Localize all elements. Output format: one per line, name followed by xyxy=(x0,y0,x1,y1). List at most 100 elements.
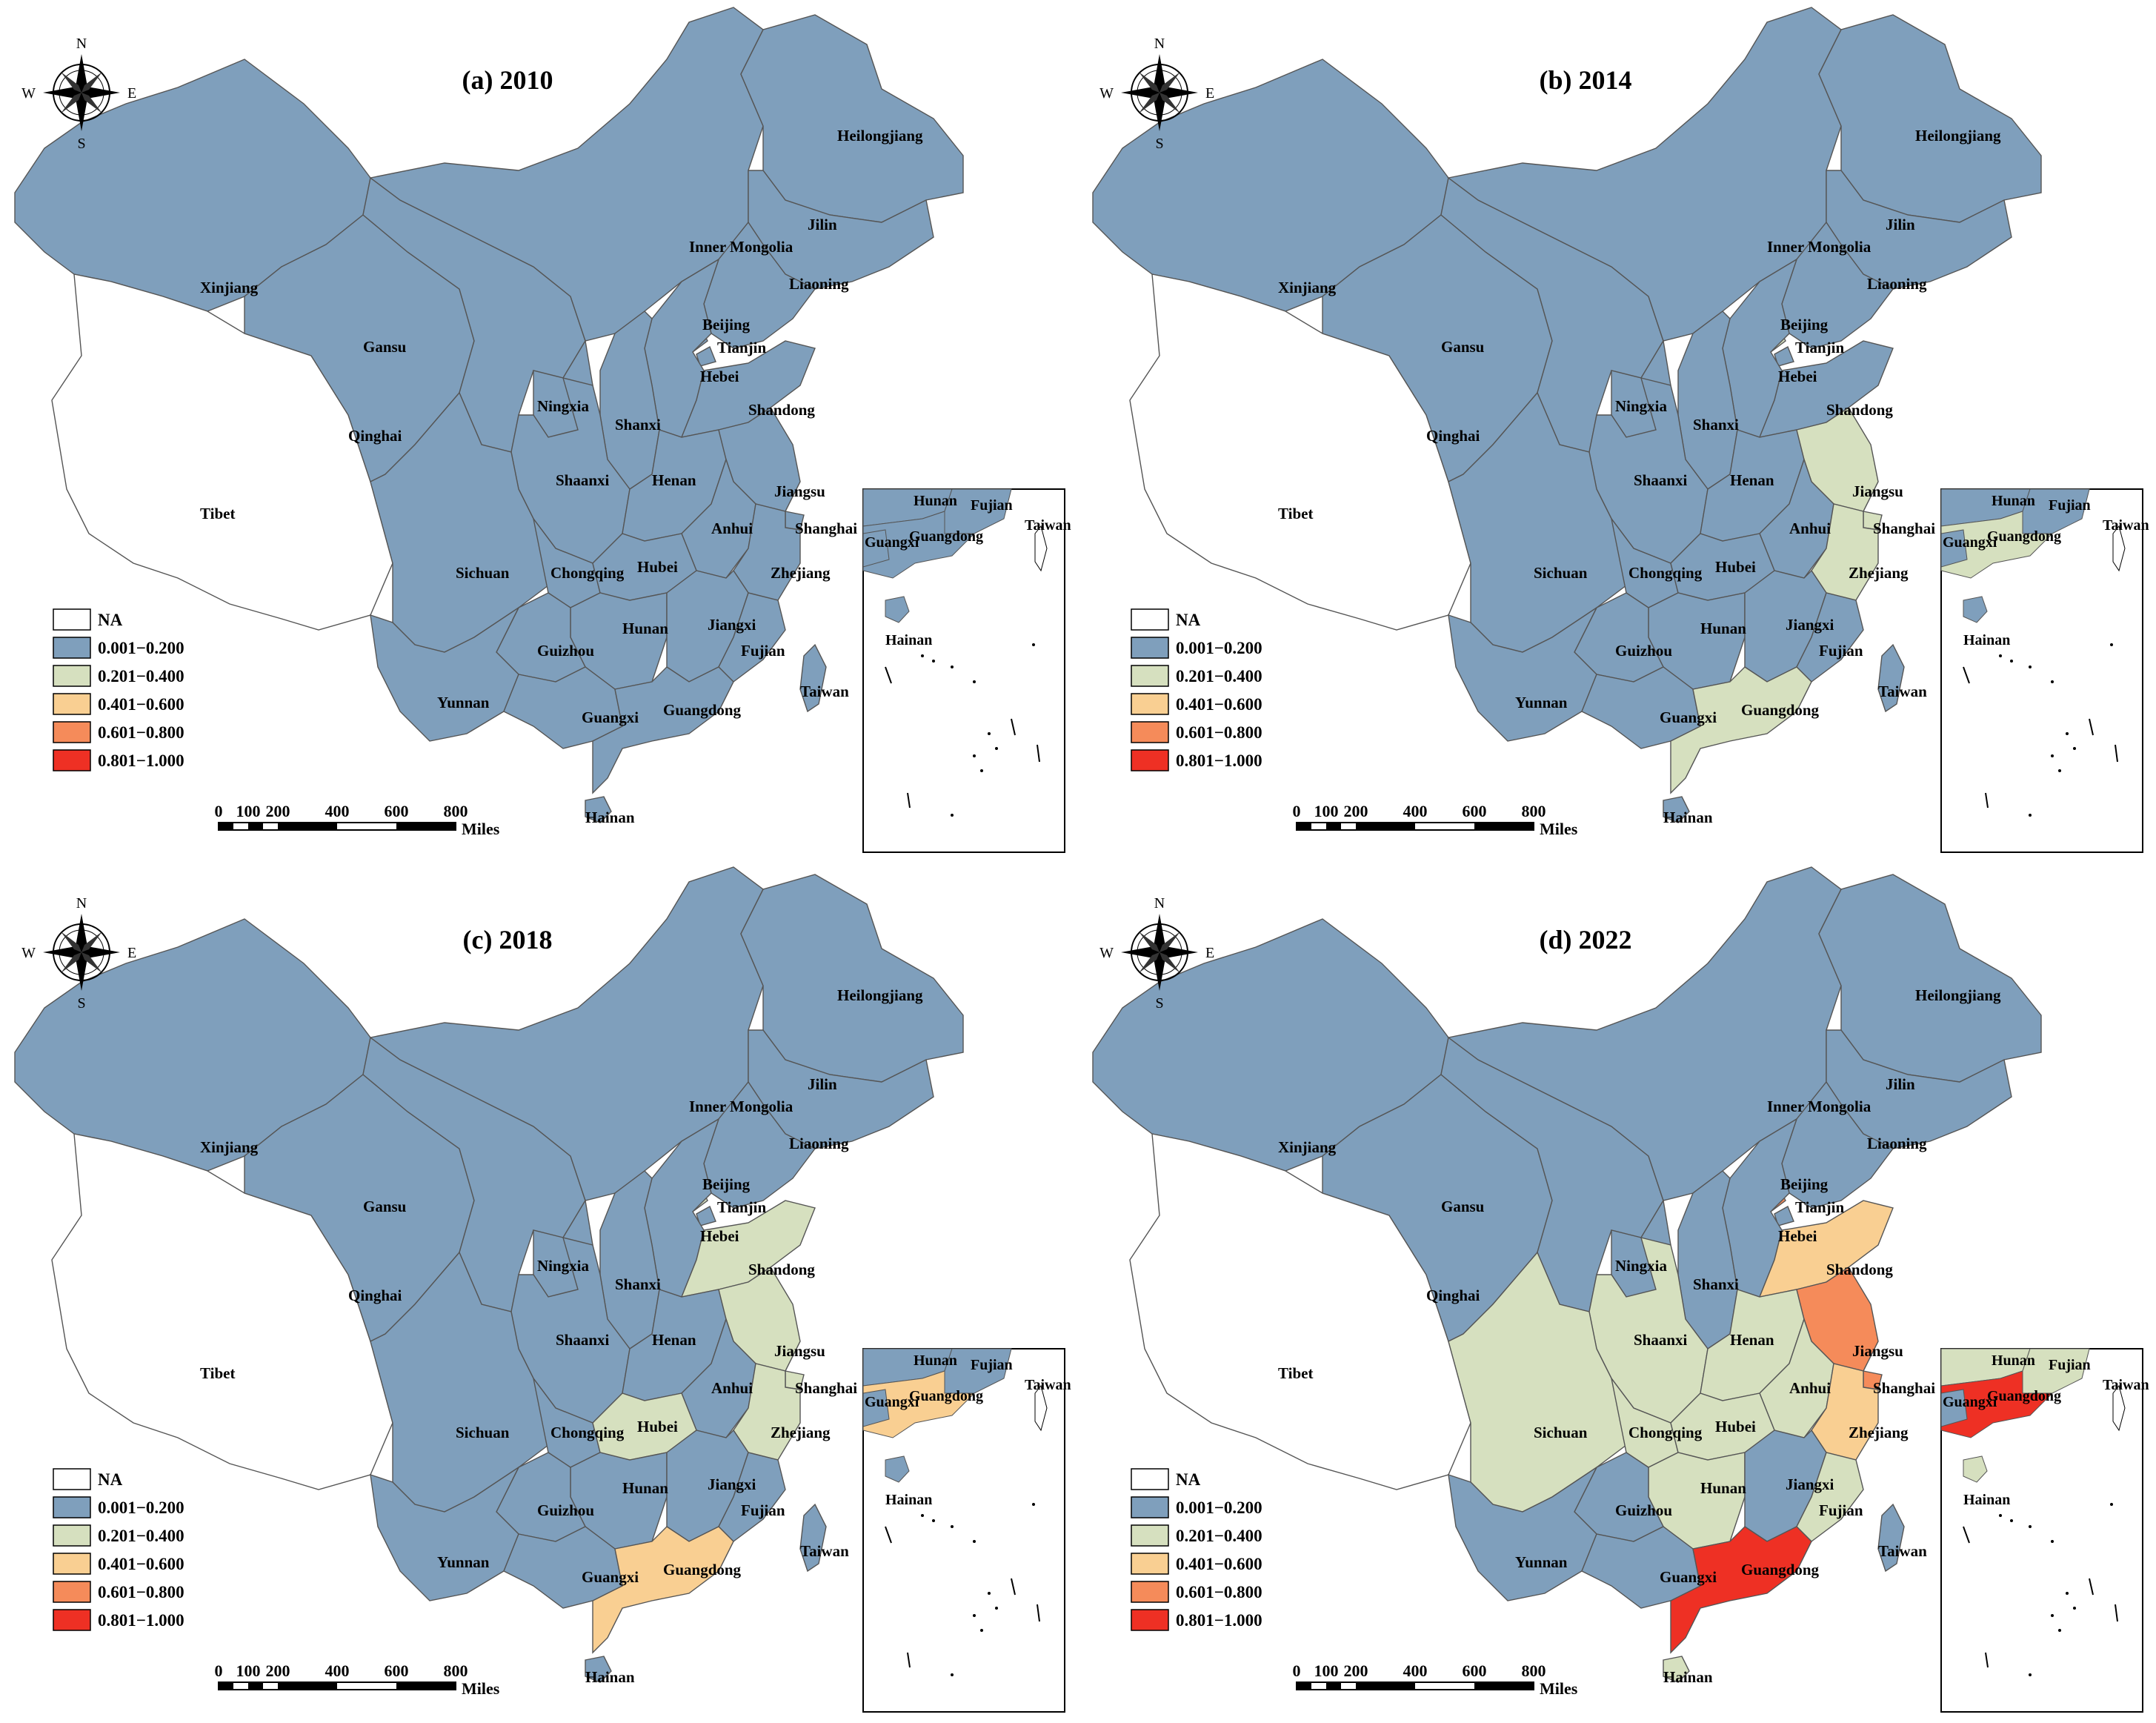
label-qinghai: Qinghai xyxy=(348,1287,402,1304)
legend-label: 0.601−0.800 xyxy=(1176,723,1262,742)
legend-label: 0.601−0.800 xyxy=(1176,1583,1262,1601)
scale-tick-label: 800 xyxy=(1522,802,1546,820)
scale-tick-label: 200 xyxy=(1344,802,1368,820)
label-hainan: Hainan xyxy=(1663,1668,1713,1686)
label-jiangxi: Jiangxi xyxy=(1786,1475,1834,1493)
label-guangdong: Guangdong xyxy=(1741,1561,1820,1578)
compass-rose-icon: N S E W xyxy=(21,895,136,1012)
label-chongqing: Chongqing xyxy=(550,564,625,582)
label-gansu: Gansu xyxy=(1441,1198,1485,1215)
label-qinghai: Qinghai xyxy=(348,427,402,445)
label-inner-mongolia: Inner Mongolia xyxy=(1767,238,1871,256)
legend: NA 0.001−0.200 0.201−0.400 0.401−0.600 0.601… xyxy=(53,608,184,771)
province-labels: Xinjiang Tibet Qinghai Gansu Inner Mongolia H… xyxy=(1278,127,2001,826)
label-yunnan: Yunnan xyxy=(437,1553,490,1571)
label-shandong: Shandong xyxy=(748,1261,815,1278)
label-tianjin: Tianjin xyxy=(717,1198,766,1216)
legend-swatch xyxy=(1131,608,1169,631)
label-xinjiang: Xinjiang xyxy=(1278,279,1337,296)
label-anhui: Anhui xyxy=(1789,1379,1831,1397)
label-tianjin: Tianjin xyxy=(1795,339,1844,356)
inset-label: Hainan xyxy=(885,632,932,648)
legend-label: 0.201−0.400 xyxy=(98,1527,184,1545)
legend-swatch xyxy=(53,1609,91,1631)
label-beijing: Beijing xyxy=(1780,316,1829,333)
label-hebei: Hebei xyxy=(1778,1227,1817,1245)
scale-unit-label: Miles xyxy=(462,1679,500,1698)
label-ningxia: Ningxia xyxy=(1615,1257,1668,1275)
legend-label: 0.801−1.000 xyxy=(98,1611,184,1630)
scale-tick-label: 600 xyxy=(385,1661,409,1680)
label-liaoning: Liaoning xyxy=(1867,275,1927,293)
label-tibet: Tibet xyxy=(200,1364,235,1382)
compass-e-label: E xyxy=(1205,85,1214,102)
legend-label: 0.201−0.400 xyxy=(1176,667,1262,685)
label-tianjin: Tianjin xyxy=(717,339,766,356)
label-jilin: Jilin xyxy=(1886,1075,1915,1093)
label-ningxia: Ningxia xyxy=(537,397,590,415)
compass-n-label: N xyxy=(1154,895,1165,912)
label-xinjiang: Xinjiang xyxy=(1278,1138,1337,1156)
province-layer xyxy=(14,7,964,823)
scale-unit-label: Miles xyxy=(462,820,500,838)
legend-label: 0.001−0.200 xyxy=(1176,639,1262,657)
legend-label: 0.401−0.600 xyxy=(1176,1555,1262,1573)
compass-s-label: S xyxy=(1155,136,1163,152)
label-hubei: Hubei xyxy=(637,1418,678,1435)
label-xinjiang: Xinjiang xyxy=(200,279,259,296)
compass-w-label: W xyxy=(21,945,36,961)
inset-label: Guangdong xyxy=(909,1388,983,1404)
label-heilongjiang: Heilongjiang xyxy=(837,127,923,145)
inset-label: Hunan xyxy=(1992,493,2035,509)
label-chongqing: Chongqing xyxy=(1628,1424,1703,1441)
label-shaanxi: Shaanxi xyxy=(1634,1331,1688,1349)
compass-n-label: N xyxy=(1154,36,1165,52)
label-taiwan: Taiwan xyxy=(1878,1542,1927,1560)
scale-tick-label: 200 xyxy=(1344,1661,1368,1680)
compass-rose-icon: N S E W xyxy=(21,36,136,152)
label-jilin: Jilin xyxy=(808,216,837,233)
label-shaanxi: Shaanxi xyxy=(556,1331,610,1349)
inset-label: Fujian xyxy=(2049,497,2091,514)
compass-rose-icon: N S E W xyxy=(1099,895,1214,1012)
label-fujian: Fujian xyxy=(741,1501,785,1519)
panel-title: (a) 2010 xyxy=(462,65,553,95)
label-sichuan: Sichuan xyxy=(1534,1424,1588,1441)
legend-swatch xyxy=(1131,1581,1169,1603)
label-hebei: Hebei xyxy=(1778,368,1817,385)
label-yunnan: Yunnan xyxy=(1515,1553,1568,1571)
label-tibet: Tibet xyxy=(1278,505,1313,522)
scale-tick-label: 100 xyxy=(1314,802,1339,820)
legend-swatch xyxy=(1131,637,1169,659)
inset-label: Fujian xyxy=(2049,1357,2091,1373)
legend-swatch xyxy=(1131,693,1169,715)
inset-label: Hainan xyxy=(1963,1492,2010,1508)
panel-title: (b) 2014 xyxy=(1540,65,1632,95)
label-jiangsu: Jiangsu xyxy=(1852,482,1903,500)
compass-n-label: N xyxy=(76,895,87,912)
compass-s-label: S xyxy=(1155,995,1163,1012)
panel-title: (c) 2018 xyxy=(463,925,553,955)
legend-swatch xyxy=(53,721,91,743)
label-beijing: Beijing xyxy=(702,1175,751,1193)
legend: NA 0.001−0.200 0.201−0.400 0.401−0.600 0.601… xyxy=(53,1468,184,1631)
label-sichuan: Sichuan xyxy=(456,1424,510,1441)
scale-tick-label: 600 xyxy=(1463,1661,1487,1680)
label-ningxia: Ningxia xyxy=(1615,397,1668,415)
label-inner-mongolia: Inner Mongolia xyxy=(689,238,793,256)
inset-label: Hunan xyxy=(914,493,957,509)
scale-tick-label: 200 xyxy=(266,1661,290,1680)
label-zhejiang: Zhejiang xyxy=(771,1424,831,1441)
label-zhejiang: Zhejiang xyxy=(1849,564,1909,582)
inset-label: Taiwan xyxy=(2103,1377,2149,1393)
label-henan: Henan xyxy=(652,1331,696,1349)
compass-n-label: N xyxy=(76,36,87,52)
label-hunan: Hunan xyxy=(1700,1479,1746,1497)
inset-label: Guangdong xyxy=(909,528,983,545)
compass-s-label: S xyxy=(77,995,85,1012)
legend-label: 0.801−1.000 xyxy=(98,751,184,770)
label-jilin: Jilin xyxy=(1886,216,1915,233)
inset-label: Taiwan xyxy=(1025,1377,1071,1393)
